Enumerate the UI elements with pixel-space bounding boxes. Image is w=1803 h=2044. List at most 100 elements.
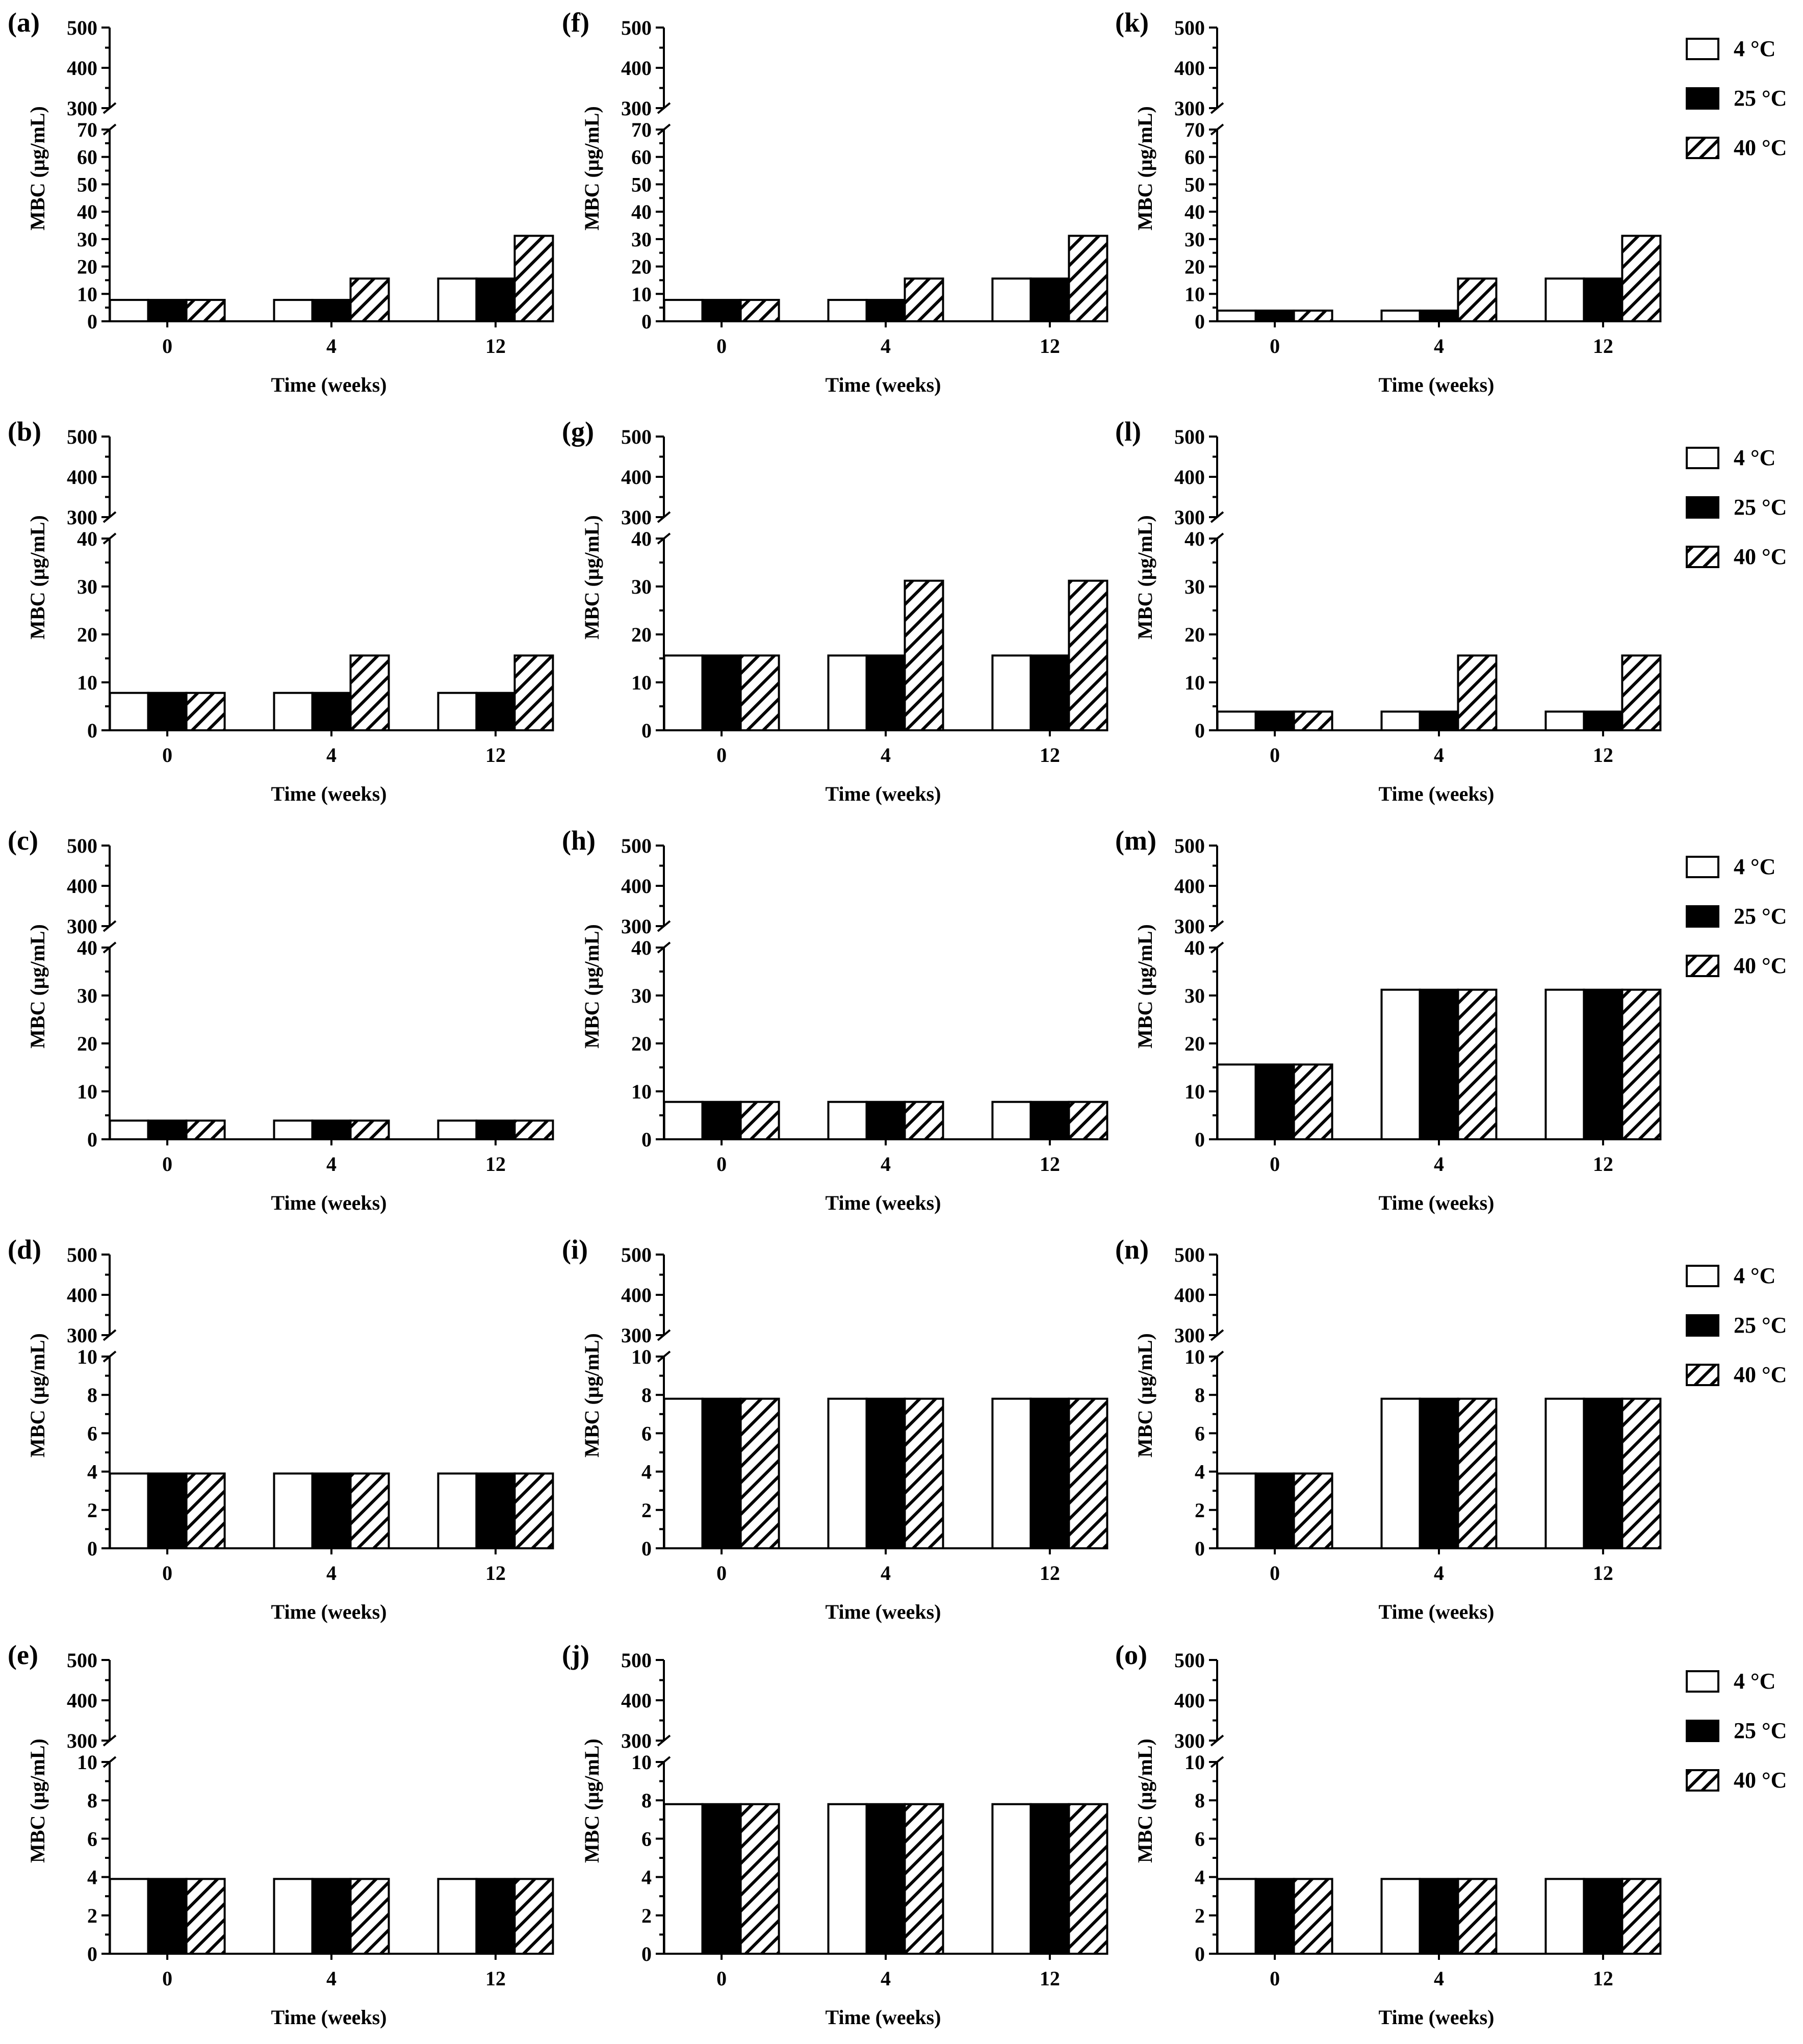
- x-axis-label: Time (weeks): [271, 1191, 387, 1214]
- bar-40c: [1068, 1803, 1109, 1955]
- y-tick-label: 500: [1174, 1649, 1205, 1672]
- legend-swatch: [1686, 856, 1719, 878]
- bar-40c: [513, 1472, 554, 1550]
- y-axis-label: MBC (μg/mL): [26, 1739, 49, 1863]
- y-tick-label: 500: [1174, 425, 1205, 448]
- bar-25c: [865, 1803, 906, 1955]
- bar-25c: [311, 692, 352, 732]
- y-tick-label: 40: [77, 527, 97, 550]
- y-tick-label: 4: [87, 1866, 97, 1889]
- bar-4c: [1544, 1878, 1585, 1955]
- bar-40c: [1068, 1397, 1109, 1549]
- bar-40c: [1293, 310, 1333, 323]
- bar-4c: [1216, 1472, 1257, 1550]
- y-tick-label: 400: [621, 1689, 652, 1712]
- legend: 4 °C 25 °C 40 °C: [1686, 1263, 1787, 1387]
- y-tick-label: 30: [77, 984, 97, 1007]
- panel-i: (i) 300 400 500 0 2 4 6 8 10 MBC (μg/mL) 0 4 12 Time (…: [562, 1234, 1109, 1623]
- x-tick-label: 0: [1270, 1562, 1280, 1585]
- y-tick-label: 20: [1184, 256, 1205, 278]
- bar-40c: [1457, 654, 1498, 731]
- legend-swatch: [1686, 955, 1719, 977]
- y-tick-label: 0: [1195, 719, 1205, 742]
- x-tick-label: 4: [326, 744, 337, 767]
- x-tick-label: 0: [162, 1153, 172, 1176]
- y-tick-label: 400: [67, 57, 97, 80]
- y-tick-label: 0: [1195, 1128, 1205, 1151]
- legend: 4 °C 25 °C 40 °C: [1686, 445, 1787, 569]
- y-tick-label: 20: [77, 256, 97, 278]
- y-tick-label: 0: [1195, 1537, 1205, 1560]
- bar-4c: [109, 1472, 149, 1550]
- x-axis-label: Time (weeks): [1379, 2006, 1495, 2029]
- y-tick-label: 40: [1184, 527, 1205, 550]
- bar-4c: [663, 654, 704, 731]
- y-tick-label: 10: [1184, 1345, 1205, 1368]
- bar-40c: [904, 1803, 944, 1955]
- x-tick-label: 4: [326, 1967, 337, 1990]
- legends: 4 °C 25 °C 40 °C 4 °C 25 °C 40 °C 4 °C 25 °C 40 …: [1686, 36, 1787, 1793]
- y-tick-label: 300: [1174, 1729, 1205, 1752]
- y-tick-label: 0: [641, 719, 652, 742]
- bar-25c: [1419, 310, 1459, 323]
- bar-40c: [185, 1119, 226, 1141]
- y-tick-label: 500: [1174, 1243, 1205, 1266]
- panel-b: (b) 300 400 500 0 10 20 30 40 MBC (μg/mL) 0 4 12 Time…: [8, 416, 554, 805]
- y-tick-label: 8: [1195, 1384, 1205, 1407]
- y-tick-label: 40: [1184, 936, 1205, 959]
- y-tick-label: 2: [87, 1499, 97, 1522]
- y-tick-label: 300: [621, 1324, 652, 1347]
- bar-40c: [1457, 277, 1498, 322]
- y-tick-label: 10: [1184, 1751, 1205, 1774]
- legend-label: 40 °C: [1734, 544, 1787, 569]
- legend-label: 40 °C: [1734, 1362, 1787, 1387]
- panel-label: (o): [1115, 1640, 1147, 1670]
- bar-4c: [991, 1803, 1032, 1955]
- y-tick-label: 10: [1184, 671, 1205, 694]
- y-tick-label: 400: [1174, 466, 1205, 489]
- bar-4c: [827, 654, 868, 731]
- legend-label: 4 °C: [1734, 1669, 1775, 1694]
- y-tick-label: 300: [67, 915, 97, 938]
- y-tick-label: 30: [77, 575, 97, 598]
- bar-25c: [147, 1472, 188, 1550]
- y-tick-label: 10: [1184, 283, 1205, 305]
- x-tick-label: 4: [881, 1562, 891, 1585]
- y-tick-label: 30: [1184, 228, 1205, 251]
- bar-40c: [513, 235, 554, 323]
- y-tick-label: 40: [77, 936, 97, 959]
- y-tick-label: 300: [67, 506, 97, 529]
- legend-label: 4 °C: [1734, 1263, 1775, 1288]
- x-tick-label: 12: [1593, 744, 1613, 767]
- legend-label: 25 °C: [1734, 495, 1787, 520]
- y-tick-label: 4: [641, 1461, 652, 1484]
- y-tick-label: 20: [77, 1032, 97, 1055]
- bar-4c: [991, 1101, 1032, 1140]
- y-tick-label: 40: [631, 936, 652, 959]
- y-tick-label: 500: [67, 1649, 97, 1672]
- panel-label: (a): [8, 7, 40, 38]
- x-tick-label: 4: [1434, 1153, 1444, 1176]
- bar-4c: [273, 299, 314, 322]
- bar-4c: [437, 1119, 478, 1141]
- bar-40c: [1068, 579, 1109, 731]
- y-tick-label: 30: [631, 228, 652, 251]
- bar-25c: [701, 1397, 742, 1549]
- x-axis-label: Time (weeks): [826, 2006, 941, 2029]
- y-tick-label: 50: [77, 173, 97, 196]
- y-tick-label: 400: [621, 1284, 652, 1307]
- bar-40c: [349, 654, 390, 731]
- y-tick-label: 10: [631, 671, 652, 694]
- x-tick-label: 4: [1434, 335, 1444, 357]
- y-tick-label: 400: [1174, 875, 1205, 898]
- y-tick-label: 70: [1184, 118, 1205, 141]
- y-tick-label: 400: [67, 466, 97, 489]
- x-tick-label: 0: [1270, 744, 1280, 767]
- bar-4c: [827, 1101, 868, 1140]
- bar-4c: [437, 1472, 478, 1550]
- bar-4c: [663, 1803, 704, 1955]
- x-tick-label: 0: [716, 1153, 727, 1176]
- x-axis-label: Time (weeks): [1379, 1191, 1495, 1214]
